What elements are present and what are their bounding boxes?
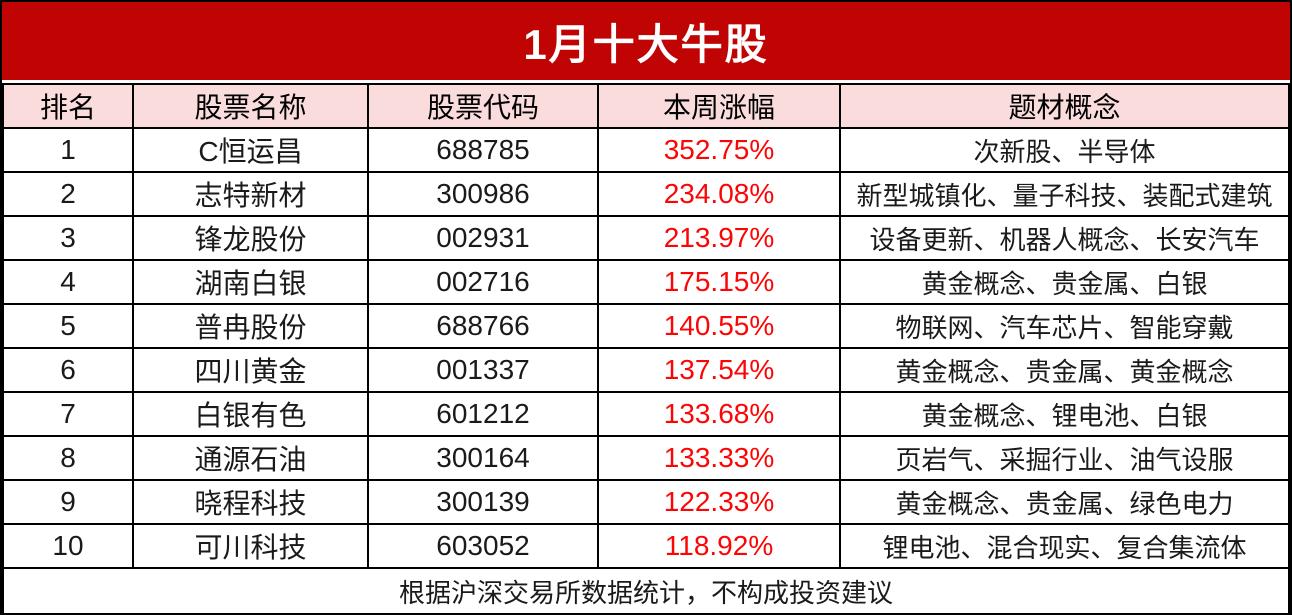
stock-code-cell: 300164 bbox=[367, 435, 599, 481]
stock-name-cell: 可川科技 bbox=[132, 523, 369, 569]
stock-name-cell: 白银有色 bbox=[132, 391, 369, 437]
themes-cell: 物联网、汽车芯片、智能穿戴 bbox=[839, 303, 1290, 349]
rank-cell: 3 bbox=[2, 215, 134, 261]
table-row: 9 晓程科技 300139 122.33% 黄金概念、贵金属、绿色电力 bbox=[2, 479, 1290, 525]
col-header-themes: 题材概念 bbox=[839, 83, 1290, 129]
stock-code-cell: 688785 bbox=[367, 127, 599, 173]
table-row: 4 湖南白银 002716 175.15% 黄金概念、贵金属、白银 bbox=[2, 259, 1290, 305]
rank-cell: 4 bbox=[2, 259, 134, 305]
stock-code-cell: 603052 bbox=[367, 523, 599, 569]
stock-code-cell: 300986 bbox=[367, 171, 599, 217]
stock-name-cell: C恒运昌 bbox=[132, 127, 369, 173]
themes-cell: 锂电池、混合现实、复合集流体 bbox=[839, 523, 1290, 569]
disclaimer-note: 根据沪深交易所数据统计，不构成投资建议 bbox=[2, 567, 1290, 613]
stock-code-cell: 300139 bbox=[367, 479, 599, 525]
table-row: 5 普冉股份 688766 140.55% 物联网、汽车芯片、智能穿戴 bbox=[2, 303, 1290, 349]
stock-name-cell: 志特新材 bbox=[132, 171, 369, 217]
page-title: 1月十大牛股 bbox=[2, 2, 1290, 83]
table-row: 2 志特新材 300986 234.08% 新型城镇化、量子科技、装配式建筑 bbox=[2, 171, 1290, 217]
header-row: 排名 股票名称 股票代码 本周涨幅 题材概念 bbox=[2, 83, 1290, 129]
weekly-gain-cell: 118.92% bbox=[597, 523, 841, 569]
weekly-gain-cell: 122.33% bbox=[597, 479, 841, 525]
weekly-gain-cell: 133.68% bbox=[597, 391, 841, 437]
stock-name-cell: 通源石油 bbox=[132, 435, 369, 481]
rank-cell: 2 bbox=[2, 171, 134, 217]
weekly-gain-cell: 133.33% bbox=[597, 435, 841, 481]
stock-name-cell: 湖南白银 bbox=[132, 259, 369, 305]
themes-cell: 黄金概念、贵金属、白银 bbox=[839, 259, 1290, 305]
stock-code-cell: 001337 bbox=[367, 347, 599, 393]
table-body: 1 C恒运昌 688785 352.75% 次新股、半导体 2 志特新材 300… bbox=[2, 127, 1290, 569]
themes-cell: 黄金概念、贵金属、绿色电力 bbox=[839, 479, 1290, 525]
stock-name-cell: 晓程科技 bbox=[132, 479, 369, 525]
rank-cell: 5 bbox=[2, 303, 134, 349]
table-row: 6 四川黄金 001337 137.54% 黄金概念、贵金属、黄金概念 bbox=[2, 347, 1290, 393]
rank-cell: 1 bbox=[2, 127, 134, 173]
stock-name-cell: 四川黄金 bbox=[132, 347, 369, 393]
themes-cell: 黄金概念、贵金属、黄金概念 bbox=[839, 347, 1290, 393]
themes-cell: 黄金概念、锂电池、白银 bbox=[839, 391, 1290, 437]
weekly-gain-cell: 352.75% bbox=[597, 127, 841, 173]
rank-cell: 6 bbox=[2, 347, 134, 393]
table-row: 3 锋龙股份 002931 213.97% 设备更新、机器人概念、长安汽车 bbox=[2, 215, 1290, 261]
table-row: 7 白银有色 601212 133.68% 黄金概念、锂电池、白银 bbox=[2, 391, 1290, 437]
stock-name-cell: 普冉股份 bbox=[132, 303, 369, 349]
col-header-rank: 排名 bbox=[2, 83, 134, 129]
bull-stocks-table: 排名 股票名称 股票代码 本周涨幅 题材概念 1 C恒运昌 688785 352… bbox=[2, 83, 1290, 613]
stock-code-cell: 688766 bbox=[367, 303, 599, 349]
rank-cell: 9 bbox=[2, 479, 134, 525]
weekly-gain-cell: 213.97% bbox=[597, 215, 841, 261]
themes-cell: 次新股、半导体 bbox=[839, 127, 1290, 173]
themes-cell: 页岩气、采掘行业、油气设服 bbox=[839, 435, 1290, 481]
stock-code-cell: 002716 bbox=[367, 259, 599, 305]
col-header-code: 股票代码 bbox=[367, 83, 599, 129]
weekly-gain-cell: 137.54% bbox=[597, 347, 841, 393]
col-header-name: 股票名称 bbox=[132, 83, 369, 129]
table-row: 8 通源石油 300164 133.33% 页岩气、采掘行业、油气设服 bbox=[2, 435, 1290, 481]
stock-code-cell: 002931 bbox=[367, 215, 599, 261]
rank-cell: 10 bbox=[2, 523, 134, 569]
table-row: 10 可川科技 603052 118.92% 锂电池、混合现实、复合集流体 bbox=[2, 523, 1290, 569]
rank-cell: 7 bbox=[2, 391, 134, 437]
weekly-gain-cell: 234.08% bbox=[597, 171, 841, 217]
stock-code-cell: 601212 bbox=[367, 391, 599, 437]
themes-cell: 新型城镇化、量子科技、装配式建筑 bbox=[839, 171, 1290, 217]
themes-cell: 设备更新、机器人概念、长安汽车 bbox=[839, 215, 1290, 261]
weekly-gain-cell: 140.55% bbox=[597, 303, 841, 349]
rank-cell: 8 bbox=[2, 435, 134, 481]
weekly-gain-cell: 175.15% bbox=[597, 259, 841, 305]
stock-name-cell: 锋龙股份 bbox=[132, 215, 369, 261]
footer-row: 根据沪深交易所数据统计，不构成投资建议 bbox=[2, 567, 1290, 613]
table-row: 1 C恒运昌 688785 352.75% 次新股、半导体 bbox=[2, 127, 1290, 173]
col-header-gain: 本周涨幅 bbox=[597, 83, 841, 129]
